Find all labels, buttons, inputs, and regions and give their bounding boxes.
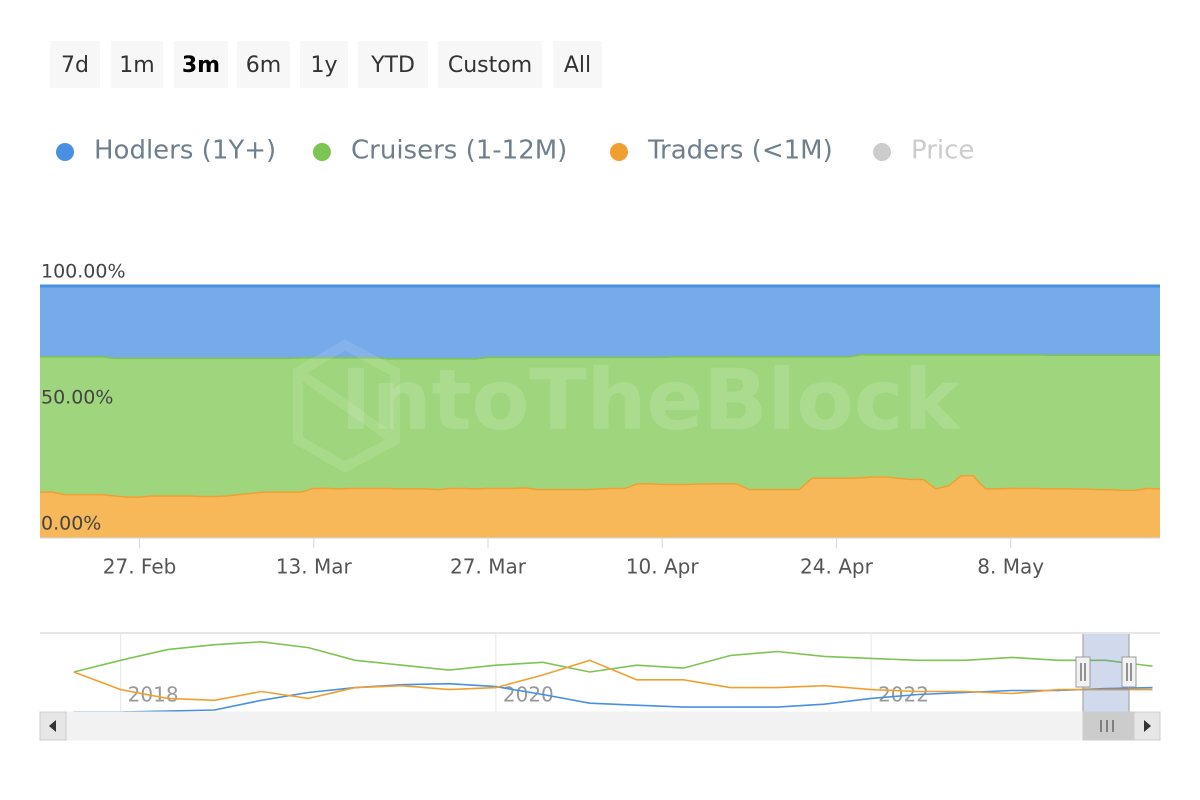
y-tick-label: 100.00% — [41, 261, 126, 283]
navigator-handle[interactable] — [1075, 656, 1091, 688]
legend-label[interactable]: Hodlers (1Y+) — [94, 136, 276, 166]
navigator-line — [73, 682, 1153, 713]
navigator-mask[interactable] — [1083, 634, 1129, 712]
legend-marker[interactable] — [56, 143, 74, 161]
range-button-label[interactable]: All — [564, 53, 591, 78]
range-button[interactable] — [237, 41, 290, 88]
range-button[interactable] — [300, 41, 348, 88]
area — [40, 286, 1160, 359]
range-button[interactable] — [438, 41, 542, 88]
y-tick-label: 50.00% — [41, 387, 113, 409]
range-button-label[interactable]: 3m — [182, 53, 220, 78]
range-button[interactable] — [358, 41, 428, 88]
legend-label[interactable]: Cruisers (1-12M) — [351, 136, 567, 166]
y-tick-label: 0.00% — [41, 513, 101, 535]
legend-label[interactable]: Traders (<1M) — [647, 136, 833, 166]
range-button-label[interactable]: 1m — [119, 53, 154, 78]
legend-marker[interactable] — [313, 143, 331, 161]
legend-marker[interactable] — [610, 143, 628, 161]
watermark-logo — [293, 339, 400, 473]
scrollbar-thumb[interactable] — [1082, 711, 1135, 741]
navigator-handle[interactable] — [1121, 656, 1137, 688]
range-button-label[interactable]: 6m — [246, 53, 281, 78]
navigator-line — [73, 640, 1153, 673]
legend-marker[interactable] — [873, 143, 891, 161]
range-button[interactable] — [50, 41, 100, 88]
navigator-line — [73, 659, 1153, 702]
range-button[interactable] — [174, 41, 228, 88]
area — [40, 354, 1160, 497]
x-tick-label: 27. Mar — [450, 555, 527, 579]
range-button-label[interactable]: Custom — [448, 53, 532, 78]
watermark: IntoTheBlock — [340, 351, 961, 449]
range-button-label[interactable]: 1y — [310, 53, 337, 78]
x-tick-label: 10. Apr — [626, 555, 700, 579]
x-tick-label: 8. May — [977, 555, 1044, 579]
navigator-tick-label: 2018 — [128, 683, 179, 707]
scrollbar-arrow — [49, 720, 56, 732]
x-tick-label: 27. Feb — [103, 555, 177, 579]
scrollbar-track — [39, 711, 1161, 741]
range-button-label[interactable]: YTD — [370, 53, 415, 78]
range-button[interactable] — [553, 41, 602, 88]
range-button-label[interactable]: 7d — [61, 53, 89, 78]
range-button[interactable] — [111, 41, 163, 88]
scrollbar-arrow — [1144, 720, 1151, 732]
x-tick-label: 24. Apr — [800, 555, 874, 579]
legend-label[interactable]: Price — [911, 136, 974, 166]
x-tick-label: 13. Mar — [276, 555, 353, 579]
area — [40, 475, 1160, 538]
